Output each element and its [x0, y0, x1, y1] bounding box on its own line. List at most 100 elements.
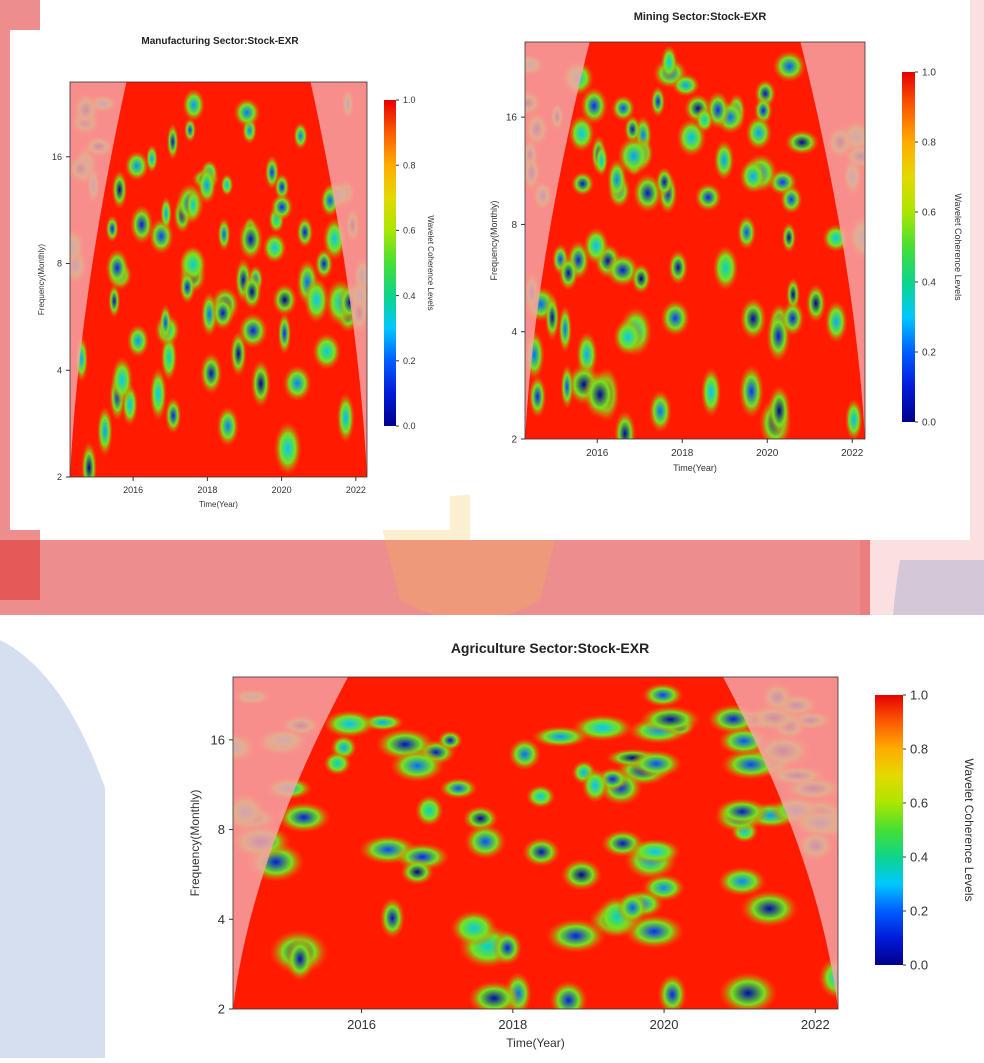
colorbar-label: Wavelet Coherence Levels: [962, 759, 976, 902]
coherence-blob: [105, 248, 129, 288]
colorbar-tick-label: 1.0: [910, 688, 928, 703]
coherence-blob: [415, 794, 444, 827]
x-tick-label: 2018: [197, 485, 217, 495]
coherence-blob: [111, 356, 133, 404]
x-tick-label: 2020: [272, 485, 292, 495]
x-tick-label: 2016: [123, 485, 143, 495]
coherence-blob: [531, 726, 590, 748]
coherence-blob: [238, 218, 264, 261]
coherence-blob: [583, 370, 617, 419]
coherence-blob: [296, 216, 314, 249]
coherence-blob: [772, 50, 807, 83]
coherence-blob: [845, 398, 863, 439]
y-tick-label: 4: [57, 365, 62, 375]
colorbar-tick-label: 1.0: [922, 68, 936, 79]
coherence-blob: [657, 973, 687, 1009]
plot-frame: [232, 676, 839, 1010]
coherence-blob: [379, 897, 406, 939]
coherence-blob: [467, 980, 521, 1009]
coherence-blob: [740, 890, 799, 928]
y-tick-label: 8: [57, 259, 62, 269]
coherence-blob: [624, 115, 641, 144]
coherence-blob: [660, 299, 691, 337]
x-tick-label: 2020: [650, 1017, 679, 1032]
colorbar: [902, 72, 915, 422]
coherence-blob: [242, 273, 262, 310]
coherence-blob: [389, 749, 445, 783]
colorbar-tick-label: 0.6: [910, 796, 928, 811]
coherence-blob: [745, 115, 773, 151]
coherence-blob: [629, 749, 683, 778]
coherence-blob: [568, 114, 595, 153]
x-tick-label: 2016: [347, 1017, 376, 1032]
coherence-blob: [276, 802, 332, 833]
coherence-blob: [270, 193, 294, 221]
coherence-blob: [273, 421, 302, 476]
coherence-blob: [149, 367, 167, 422]
coherence-blob: [545, 918, 606, 954]
coherence-blob: [272, 283, 298, 316]
coherence-blob: [558, 255, 579, 291]
coherence-blob: [185, 188, 201, 222]
coherence-blob: [165, 397, 182, 435]
coherence-blob: [805, 283, 826, 323]
coherence-blob: [303, 276, 330, 324]
coherence-blob: [145, 144, 158, 173]
coherence-blob: [233, 97, 261, 128]
chart-title: Manufacturing Sector:Stock-EXR: [141, 36, 299, 47]
coherence-blob: [617, 136, 651, 177]
colorbar: [384, 100, 396, 426]
y-tick-label: 16: [506, 113, 518, 124]
coherence-blob: [262, 232, 287, 264]
coherence-blob: [285, 936, 315, 982]
cone-of-influence: [233, 677, 838, 1009]
panel-agriculture: Agriculture Sector:Stock-EXR 2016 2018 2020…: [105, 615, 984, 1058]
coherence-blob: [492, 930, 523, 966]
coherence-blob: [700, 366, 722, 418]
coherence-blob: [616, 891, 649, 924]
coherence-blob: [211, 295, 235, 331]
coherence-blob: [220, 173, 234, 197]
x-axis-label: Time(Year): [673, 463, 717, 473]
colorbar-tick-label: 0.6: [922, 208, 936, 219]
x-tick-label: 2022: [801, 1017, 830, 1032]
coherence-blob: [217, 217, 231, 252]
coherence-blob: [528, 375, 547, 419]
coherence-blob: [767, 384, 791, 438]
coherence-blob: [336, 392, 355, 444]
coherence-blob: [182, 88, 205, 122]
y-tick-label: 16: [52, 152, 62, 162]
coherence-blob: [314, 248, 334, 280]
coherence-blob: [464, 824, 507, 860]
chart-mining: Mining Sector:Stock-EXR 2016 2018 2020 2022 2…: [489, 11, 963, 473]
colorbar-label: Wavelet Coherence Levels: [426, 215, 435, 310]
y-tick-label: 16: [211, 732, 225, 747]
coherence-blob: [129, 204, 154, 245]
coherence-blob: [712, 245, 739, 291]
heatmap-area: [70, 82, 367, 477]
colorbar-tick-label: 0.2: [910, 904, 928, 919]
y-tick-label: 2: [57, 472, 62, 482]
y-tick-label: 4: [218, 912, 225, 927]
coherence-blob: [631, 263, 651, 294]
coherence-blob: [560, 858, 603, 891]
coherence-blob: [160, 196, 172, 231]
coherence-blob: [549, 980, 588, 1009]
coherence-blob: [293, 122, 308, 150]
coherence-blob: [784, 129, 820, 155]
coherence-blob: [184, 117, 197, 143]
coherence-blob: [655, 166, 674, 198]
panel-mining: Mining Sector:Stock-EXR 2016 2018 2020 2022 2…: [470, 0, 970, 540]
coherence-blob: [632, 173, 663, 213]
coherence-blob: [737, 215, 757, 250]
coherence-blob: [581, 768, 609, 803]
coherence-blob: [124, 150, 149, 181]
coherence-blob: [544, 294, 560, 341]
coherence-blob: [111, 169, 128, 210]
coherence-blob: [695, 107, 714, 133]
coherence-blob: [312, 333, 342, 370]
coherence-blob: [323, 751, 352, 776]
coherence-blob: [277, 311, 292, 355]
colorbar-tick-label: 0.4: [403, 291, 416, 301]
chart-agriculture: Agriculture Sector:Stock-EXR 2016 2018 2020…: [188, 640, 976, 1050]
